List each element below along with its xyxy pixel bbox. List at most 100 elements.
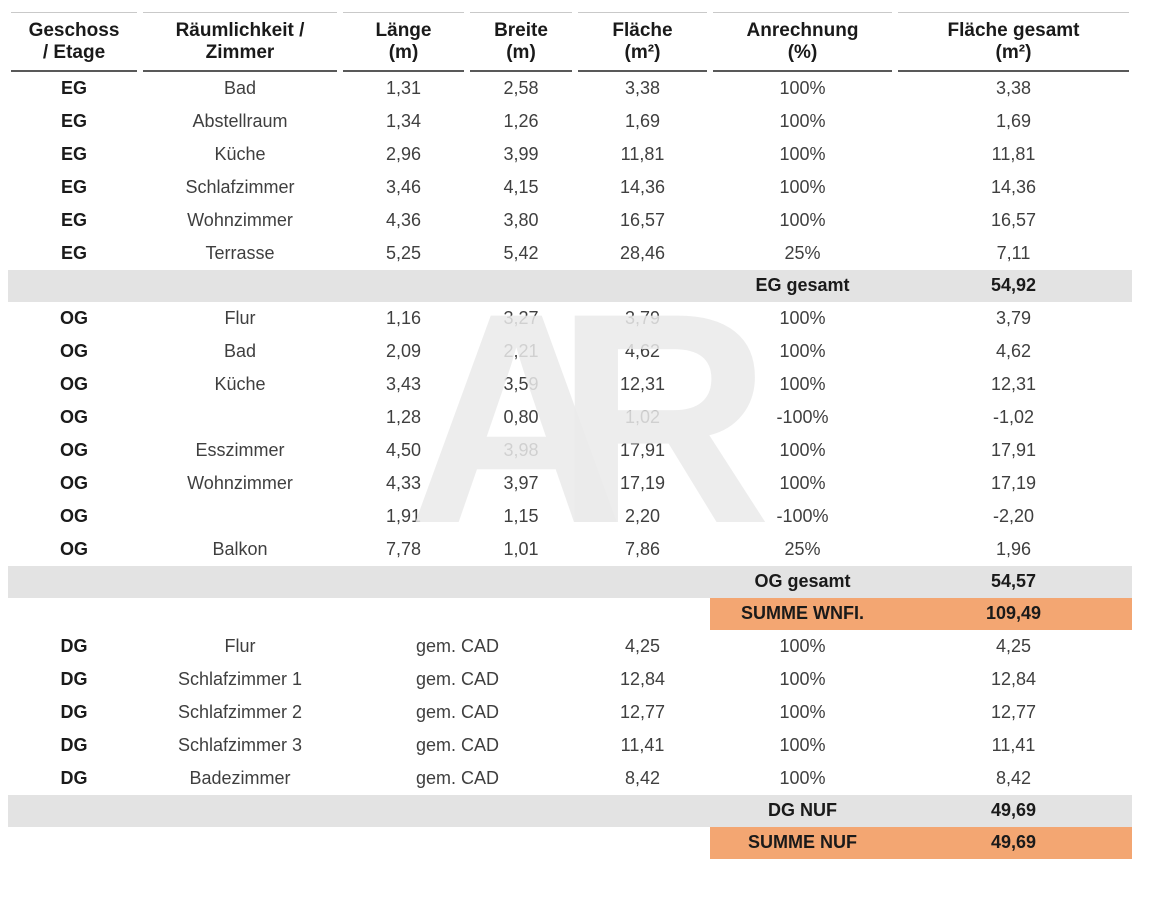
- flaeche-gesamt-cell: 17,91: [990, 439, 1037, 460]
- flaeche-gesamt-cell: 1,69: [995, 110, 1032, 131]
- breite-cell: 1,01: [503, 538, 539, 559]
- data-row: OG Wohnzimmer 4,33 3,97 17,19 100% 17,19: [8, 467, 1132, 500]
- floor-cell: OG: [59, 472, 88, 493]
- floor-cell: OG: [59, 373, 88, 394]
- data-row: OG Bad 2,09 2,21 4,62 100% 4,62: [8, 335, 1132, 368]
- flaeche-gesamt-cell: 16,57: [990, 209, 1037, 230]
- flaeche-gesamt-cell: -1,02: [992, 406, 1035, 427]
- floor-cell: EG: [60, 143, 87, 164]
- summary-row-gray: OG gesamt 54,57: [8, 565, 1132, 598]
- flaeche-gesamt-cell: 12,31: [990, 373, 1037, 394]
- laenge-cell: 5,25: [385, 242, 422, 263]
- summary-spacer-cell: [8, 565, 710, 598]
- anrechnung-cell: 100%: [779, 767, 826, 788]
- breite-cell: 4,15: [503, 176, 539, 197]
- flaeche-gesamt-cell: 8,42: [995, 767, 1032, 788]
- flaeche-gesamt-cell: 12,77: [990, 701, 1037, 722]
- summary-value: 109,49: [895, 597, 1132, 630]
- summary-row-orange: SUMME NUF 49,69: [8, 826, 1132, 859]
- room-cell: Abstellraum: [192, 110, 288, 131]
- room-cell: Balkon: [212, 538, 268, 559]
- floor-cell: OG: [59, 505, 88, 526]
- summary-row-gray: DG NUF 49,69: [8, 794, 1132, 827]
- data-row: OG 1,91 1,15 2,20 -100% -2,20: [8, 500, 1132, 533]
- room-cell: Wohnzimmer: [187, 209, 293, 230]
- floor-cell: DG: [60, 668, 88, 689]
- cad-merged-cell: gem. CAD: [415, 635, 500, 656]
- floor-cell: DG: [60, 734, 88, 755]
- data-row: OG Flur 1,16 3,27 3,79 100% 3,79: [8, 302, 1132, 335]
- column-header-5: Fläche (m²): [575, 12, 710, 72]
- floor-cell: EG: [60, 242, 87, 263]
- summary-spacer-cell: [8, 794, 710, 827]
- data-row: OG Esszimmer 4,50 3,98 17,91 100% 17,91: [8, 434, 1132, 467]
- laenge-cell: 3,43: [385, 373, 422, 394]
- anrechnung-cell: 100%: [779, 176, 826, 197]
- floor-cell: EG: [60, 77, 87, 98]
- laenge-cell: 1,16: [385, 307, 422, 328]
- column-header-2: Räumlichkeit / Zimmer: [140, 12, 340, 72]
- data-row: EG Wohnzimmer 4,36 3,80 16,57 100% 16,57: [8, 204, 1132, 237]
- anrechnung-cell: -100%: [776, 406, 829, 427]
- room-cell: [140, 500, 340, 533]
- data-row: EG Schlafzimmer 3,46 4,15 14,36 100% 14,36: [8, 171, 1132, 204]
- flaeche-cell: 3,79: [624, 307, 661, 328]
- summary-label: SUMME WNFI.: [710, 597, 895, 630]
- summary-value: 49,69: [895, 794, 1132, 827]
- data-row: EG Küche 2,96 3,99 11,81 100% 11,81: [8, 138, 1132, 171]
- laenge-cell: 2,09: [385, 340, 422, 361]
- floor-cell: OG: [59, 406, 88, 427]
- floor-cell: EG: [60, 209, 87, 230]
- flaeche-cell: 8,42: [624, 767, 661, 788]
- breite-cell: 3,80: [503, 209, 539, 230]
- room-cell: Schlafzimmer 3: [177, 734, 303, 755]
- anrechnung-cell: 100%: [779, 110, 826, 131]
- laenge-cell: 2,96: [385, 143, 422, 164]
- summary-row-orange: SUMME WNFI. 109,49: [8, 597, 1132, 630]
- flaeche-cell: 7,86: [624, 538, 661, 559]
- floor-cell: DG: [60, 767, 88, 788]
- cad-merged-cell: gem. CAD: [415, 767, 500, 788]
- room-cell: Bad: [223, 340, 257, 361]
- room-cell: Terrasse: [205, 242, 275, 263]
- summary-spacer-cell: [8, 269, 710, 302]
- floor-cell: OG: [59, 439, 88, 460]
- cad-merged-cell: gem. CAD: [415, 668, 500, 689]
- floor-cell: OG: [59, 307, 88, 328]
- flaeche-cell: 14,36: [619, 176, 666, 197]
- data-row: EG Bad 1,31 2,58 3,38 100% 3,38: [8, 72, 1132, 105]
- flaeche-cell: 11,41: [620, 734, 665, 755]
- flaeche-gesamt-cell: 14,36: [990, 176, 1037, 197]
- breite-cell: 3,27: [503, 307, 539, 328]
- flaeche-cell: 17,19: [619, 472, 666, 493]
- breite-cell: 3,98: [503, 439, 539, 460]
- breite-cell: 1,26: [503, 110, 539, 131]
- flaeche-cell: 11,81: [620, 143, 665, 164]
- data-row: OG 1,28 0,80 1,02 -100% -1,02: [8, 401, 1132, 434]
- laenge-cell: 7,78: [385, 538, 422, 559]
- column-header-4: Breite (m): [467, 12, 575, 72]
- room-cell: Flur: [224, 635, 256, 656]
- flaeche-cell: 12,77: [619, 701, 666, 722]
- floor-cell: DG: [60, 701, 88, 722]
- cad-merged-cell: gem. CAD: [415, 734, 500, 755]
- flaeche-cell: 1,69: [624, 110, 661, 131]
- room-cell: [140, 401, 340, 434]
- data-row-cad: DG Badezimmer gem. CAD 8,42 100% 8,42: [8, 762, 1132, 795]
- anrechnung-cell: 100%: [779, 734, 826, 755]
- data-row-cad: DG Schlafzimmer 3 gem. CAD 11,41 100% 11,41: [8, 729, 1132, 762]
- anrechnung-cell: 100%: [779, 209, 826, 230]
- anrechnung-cell: 100%: [779, 373, 826, 394]
- flaeche-cell: 4,25: [624, 635, 661, 656]
- breite-cell: 3,99: [503, 143, 539, 164]
- flaeche-cell: 4,62: [624, 340, 661, 361]
- anrechnung-cell: 100%: [779, 307, 826, 328]
- summary-row-gray: EG gesamt 54,92: [8, 269, 1132, 302]
- laenge-cell: 1,31: [385, 77, 422, 98]
- data-row: EG Abstellraum 1,34 1,26 1,69 100% 1,69: [8, 105, 1132, 138]
- room-cell: Schlafzimmer 2: [177, 701, 303, 722]
- flaeche-gesamt-cell: 7,11: [996, 242, 1031, 263]
- room-cell: Küche: [214, 373, 266, 394]
- breite-cell: 3,59: [503, 373, 539, 394]
